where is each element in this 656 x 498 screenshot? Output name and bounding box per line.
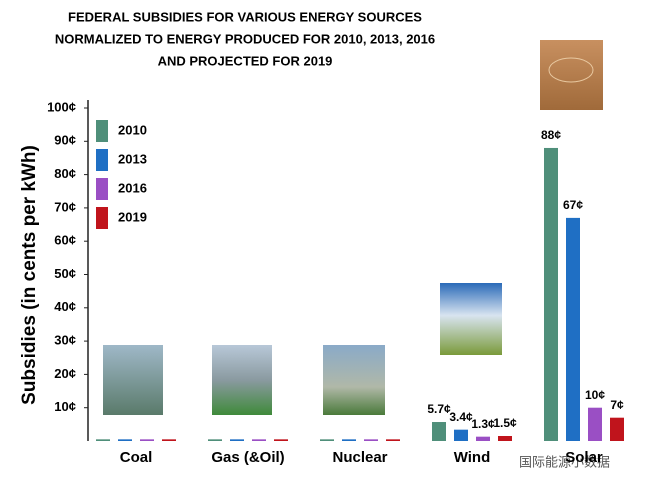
bar bbox=[140, 439, 154, 441]
bar bbox=[208, 439, 222, 441]
value-label: 67¢ bbox=[563, 198, 583, 212]
legend-swatch bbox=[96, 207, 108, 229]
x-tick-label: Wind bbox=[454, 449, 491, 466]
watermark: 国际能源小数据 bbox=[519, 454, 610, 469]
bar bbox=[386, 439, 400, 441]
y-tick-label: 20¢ bbox=[54, 366, 76, 381]
photo-detail bbox=[548, 57, 594, 83]
bar bbox=[364, 439, 378, 441]
y-tick-label: 40¢ bbox=[54, 299, 76, 314]
legend-label: 2019 bbox=[118, 209, 147, 224]
x-tick-label: Gas (&Oil) bbox=[211, 449, 284, 466]
bar bbox=[342, 439, 356, 441]
x-tick-label: Coal bbox=[120, 449, 153, 466]
bar bbox=[544, 147, 558, 441]
y-tick-label: 60¢ bbox=[54, 233, 76, 248]
y-tick-label: 70¢ bbox=[54, 199, 76, 214]
y-tick-label: 90¢ bbox=[54, 133, 76, 148]
bar bbox=[230, 439, 244, 441]
bar bbox=[432, 422, 446, 441]
legend-label: 2013 bbox=[118, 151, 147, 166]
y-tick-label: 10¢ bbox=[54, 399, 76, 414]
y-tick-label: 30¢ bbox=[54, 333, 76, 348]
x-tick-label: Solar bbox=[565, 449, 603, 466]
bar bbox=[162, 439, 176, 441]
y-axis-label: Subsidies (in cents per kWh) bbox=[19, 145, 40, 405]
legend-label: 2010 bbox=[118, 122, 147, 137]
bar bbox=[588, 407, 602, 441]
bar bbox=[96, 439, 110, 441]
chart-title: AND PROJECTED FOR 2019 bbox=[158, 53, 333, 68]
legend-swatch bbox=[96, 149, 108, 171]
legend-swatch bbox=[96, 120, 108, 142]
value-label: 5.7¢ bbox=[427, 402, 451, 416]
legend-label: 2016 bbox=[118, 180, 147, 195]
y-tick-label: 100¢ bbox=[47, 99, 76, 114]
bar bbox=[118, 439, 132, 441]
photo bbox=[323, 345, 385, 415]
x-tick-label: Nuclear bbox=[332, 449, 387, 466]
bar bbox=[252, 439, 266, 441]
value-label: 88¢ bbox=[541, 128, 561, 142]
photo bbox=[540, 40, 603, 110]
bar bbox=[454, 429, 468, 441]
value-label: 1.3¢ bbox=[471, 417, 495, 431]
value-label: 1.5¢ bbox=[493, 416, 517, 430]
value-label: 3.4¢ bbox=[449, 410, 473, 424]
bar bbox=[498, 436, 512, 441]
photo bbox=[212, 345, 272, 415]
bar bbox=[566, 217, 580, 441]
bar bbox=[610, 417, 624, 441]
bar bbox=[476, 436, 490, 441]
value-label: 7¢ bbox=[610, 398, 624, 412]
value-label: 10¢ bbox=[585, 388, 605, 402]
bar bbox=[274, 439, 288, 441]
chart-title: FEDERAL SUBSIDIES FOR VARIOUS ENERGY SOU… bbox=[68, 9, 422, 24]
y-tick-label: 80¢ bbox=[54, 166, 76, 181]
bar bbox=[320, 439, 334, 441]
legend-swatch bbox=[96, 178, 108, 200]
y-tick-label: 50¢ bbox=[54, 266, 76, 281]
chart-title: NORMALIZED TO ENERGY PRODUCED FOR 2010, … bbox=[55, 31, 435, 46]
photo bbox=[440, 283, 502, 355]
photo bbox=[103, 345, 163, 415]
